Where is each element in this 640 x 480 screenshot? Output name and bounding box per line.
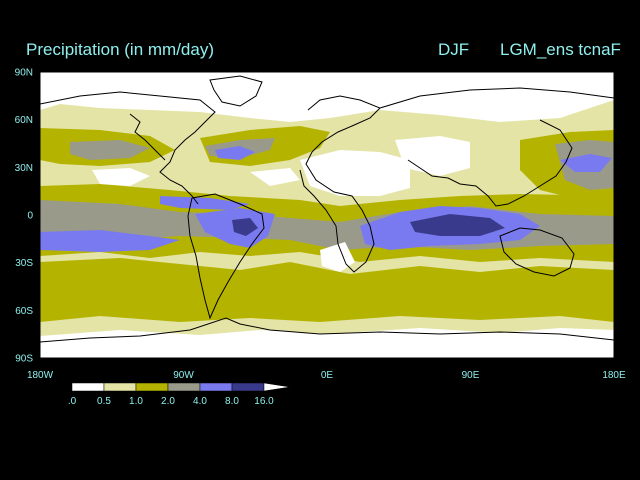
precip-pacific-north-heavy <box>215 146 255 160</box>
colorbar: .0 0.5 1.0 2.0 4.0 8.0 16.0 <box>68 382 291 407</box>
precip-atlantic-itcz-heavy <box>160 196 250 210</box>
colorbar-label: .0 <box>68 396 77 407</box>
lon-tick-label: 90E <box>462 370 480 381</box>
precip-nw-pacific-heavy <box>560 154 612 172</box>
antarctica-coast <box>40 317 614 343</box>
chart-title: Precipitation (in mm/day) <box>26 40 215 59</box>
lon-tick-label: 180W <box>27 370 54 381</box>
precip-epacific-dry <box>92 168 150 186</box>
colorbar-swatch <box>167 382 201 392</box>
colorbar-extension-arrow <box>263 382 291 392</box>
north-america-coast <box>40 91 216 205</box>
latitude-ticks: 90N 60N 30N 0 30S 60S 90S <box>15 68 34 365</box>
map-frame <box>39 71 615 359</box>
precip-pacific-moderate <box>70 140 150 160</box>
lat-tick-label: 90S <box>15 354 33 365</box>
lat-tick-label: 90N <box>15 68 33 79</box>
lat-tick-label: 60S <box>15 306 33 317</box>
greenland-coast <box>209 75 263 107</box>
precip-sahara-dry <box>300 150 410 196</box>
precip-field <box>40 72 614 358</box>
run-label: LGM_ens tcnaF <box>500 40 621 59</box>
coastlines <box>40 75 614 343</box>
europe-africa-coast <box>299 95 381 273</box>
season-label: DJF <box>438 40 470 59</box>
colorbar-label: 2.0 <box>161 396 175 407</box>
lat-tick-label: 0 <box>27 211 33 222</box>
lon-tick-label: 90W <box>173 370 194 381</box>
lon-tick-label: 180E <box>602 370 626 381</box>
precip-itcz-heavy <box>40 230 180 252</box>
lat-tick-label: 30S <box>15 258 33 269</box>
colorbar-swatch <box>135 382 169 392</box>
colorbar-swatch <box>71 382 105 392</box>
colorbar-label: 0.5 <box>97 396 111 407</box>
lon-tick-label: 0E <box>321 370 334 381</box>
precip-arabia-dry <box>395 136 470 176</box>
precip-dry-south <box>40 328 614 358</box>
colorbar-label: 8.0 <box>225 396 239 407</box>
longitude-ticks: 180W 90W 0E 90E 180E <box>27 370 626 381</box>
precip-samerica-peak <box>232 218 258 236</box>
precip-southern-storm-track <box>40 258 614 322</box>
colorbar-swatch <box>199 382 233 392</box>
precip-dry-north <box>40 72 614 122</box>
colorbar-label: 4.0 <box>193 396 207 407</box>
south-america-coast <box>187 193 265 320</box>
asia-coast <box>379 87 614 207</box>
colorbar-swatch <box>103 382 137 392</box>
precip-atlantic-dry <box>250 168 300 186</box>
australia-coast <box>499 227 575 277</box>
colorbar-swatch <box>231 382 265 392</box>
colorbar-label: 16.0 <box>254 396 274 407</box>
precip-indian-peak <box>410 214 505 236</box>
colorbar-label: 1.0 <box>129 396 143 407</box>
lat-tick-label: 30N <box>15 163 33 174</box>
lat-tick-label: 60N <box>15 115 33 126</box>
